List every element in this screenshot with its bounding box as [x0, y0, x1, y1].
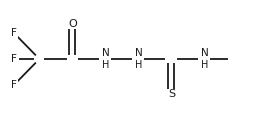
- Text: O: O: [68, 19, 77, 29]
- Text: N: N: [201, 48, 208, 58]
- Text: N: N: [102, 48, 109, 58]
- Text: H: H: [135, 60, 142, 70]
- Text: F: F: [11, 80, 17, 90]
- Text: N: N: [135, 48, 142, 58]
- Text: F: F: [11, 54, 17, 64]
- Text: F: F: [11, 28, 17, 38]
- Text: S: S: [168, 89, 175, 99]
- Text: H: H: [201, 60, 208, 70]
- Text: H: H: [102, 60, 109, 70]
